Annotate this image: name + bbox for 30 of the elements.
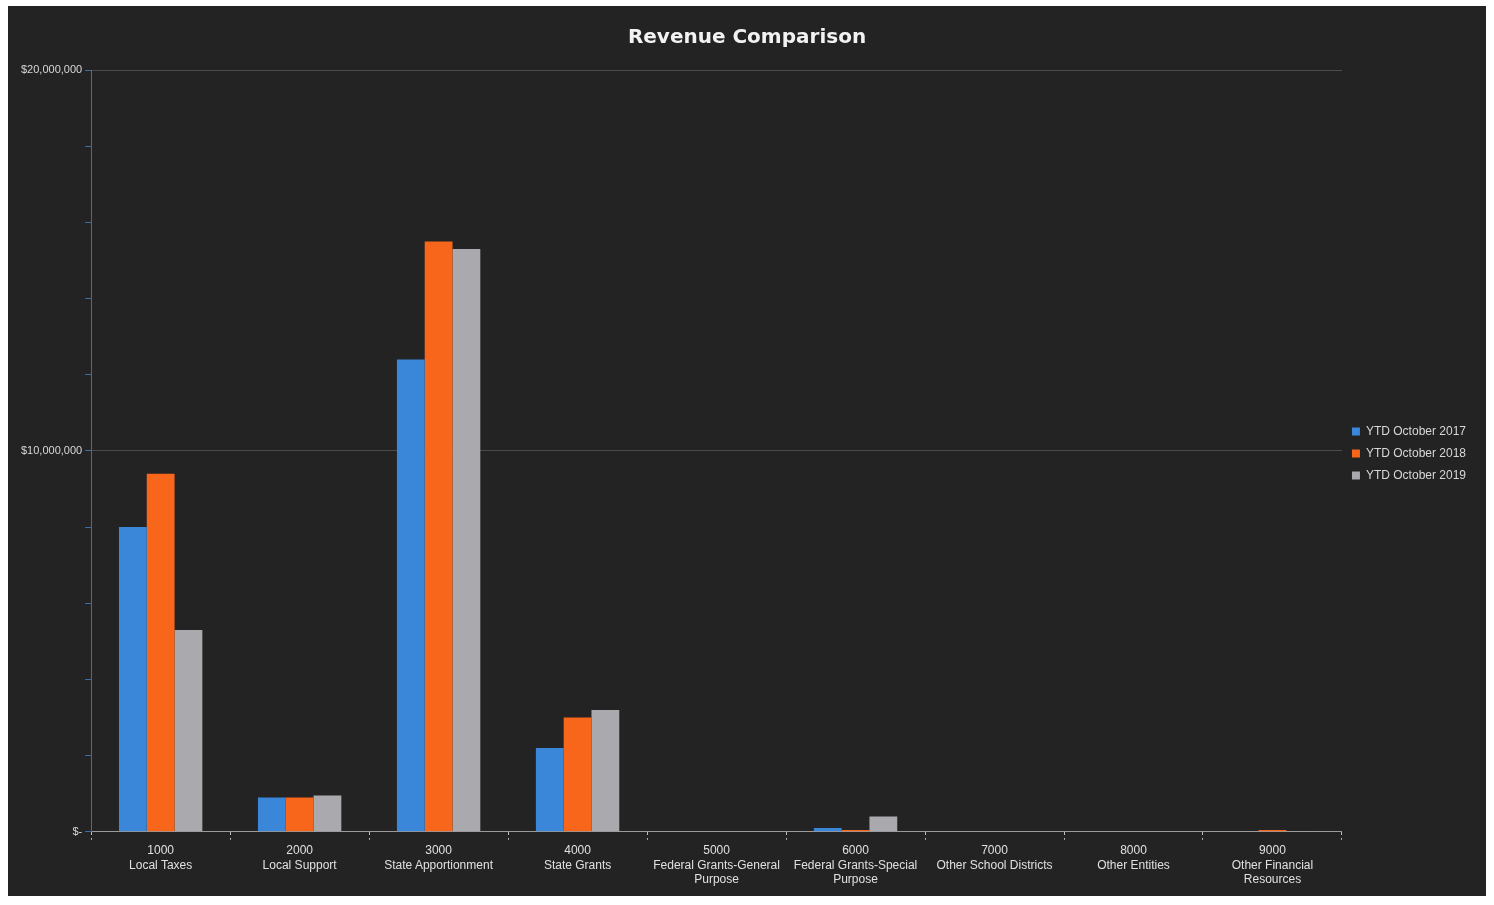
chart-title: Revenue Comparison (627, 24, 867, 49)
x-tick-label: 2000 Local Support (262, 843, 338, 872)
legend-label: YTD October 2017 (1365, 423, 1467, 438)
bar (813, 827, 842, 832)
bar (174, 629, 203, 832)
bar (257, 797, 286, 832)
x-tick-label: 5000 Federal Grants-General Purpose (653, 843, 780, 887)
legend-label: YTD October 2019 (1365, 467, 1467, 482)
legend-label: YTD October 2018 (1365, 445, 1467, 460)
x-tick-label: 4000 State Grants (543, 843, 612, 872)
x-tick-label: 6000 Federal Grants-Special Purpose (793, 843, 918, 887)
bar (591, 709, 620, 832)
y-tick-label: $10,000,000 (21, 443, 83, 456)
bar (313, 795, 342, 832)
bar (869, 816, 898, 832)
x-tick-label: 9000 Other Financial Resources (1231, 843, 1314, 887)
bar (396, 359, 425, 832)
x-tick-label: 1000 Local Taxes (129, 843, 193, 872)
x-tick-label: 7000 Other School Districts (936, 843, 1053, 872)
bar (285, 797, 314, 832)
bar (424, 241, 453, 832)
y-tick-label: $20,000,000 (21, 63, 83, 76)
y-tick-label: $- (72, 824, 83, 837)
bar (535, 748, 564, 832)
bar (146, 473, 175, 832)
bar (452, 249, 481, 832)
x-tick-label: 3000 State Apportionment (384, 843, 494, 872)
bar (118, 527, 147, 832)
x-tick-label: 8000 Other Entities (1097, 843, 1170, 872)
bar (563, 717, 592, 832)
